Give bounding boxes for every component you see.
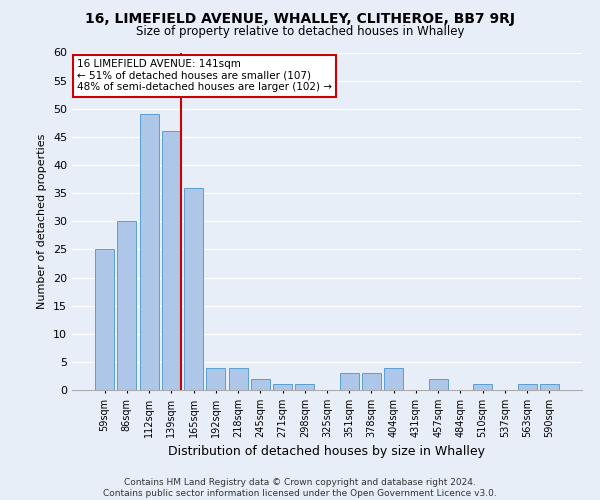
Bar — [295, 384, 314, 390]
Text: 16, LIMEFIELD AVENUE, WHALLEY, CLITHEROE, BB7 9RJ: 16, LIMEFIELD AVENUE, WHALLEY, CLITHEROE… — [85, 12, 515, 26]
Text: Contains HM Land Registry data © Crown copyright and database right 2024.
Contai: Contains HM Land Registry data © Crown c… — [103, 478, 497, 498]
Bar — [540, 384, 559, 390]
Bar — [273, 384, 292, 390]
Bar — [118, 221, 136, 390]
Bar — [95, 250, 114, 390]
Bar — [162, 131, 181, 390]
Bar — [518, 384, 536, 390]
Bar — [384, 368, 403, 390]
Bar — [206, 368, 225, 390]
Bar — [140, 114, 158, 390]
Bar — [340, 373, 359, 390]
Text: Size of property relative to detached houses in Whalley: Size of property relative to detached ho… — [136, 25, 464, 38]
Bar — [429, 379, 448, 390]
Bar — [473, 384, 492, 390]
Y-axis label: Number of detached properties: Number of detached properties — [37, 134, 47, 309]
Text: 16 LIMEFIELD AVENUE: 141sqm
← 51% of detached houses are smaller (107)
48% of se: 16 LIMEFIELD AVENUE: 141sqm ← 51% of det… — [77, 59, 332, 92]
Bar — [229, 368, 248, 390]
Bar — [251, 379, 270, 390]
Bar — [184, 188, 203, 390]
X-axis label: Distribution of detached houses by size in Whalley: Distribution of detached houses by size … — [169, 446, 485, 458]
Bar — [362, 373, 381, 390]
